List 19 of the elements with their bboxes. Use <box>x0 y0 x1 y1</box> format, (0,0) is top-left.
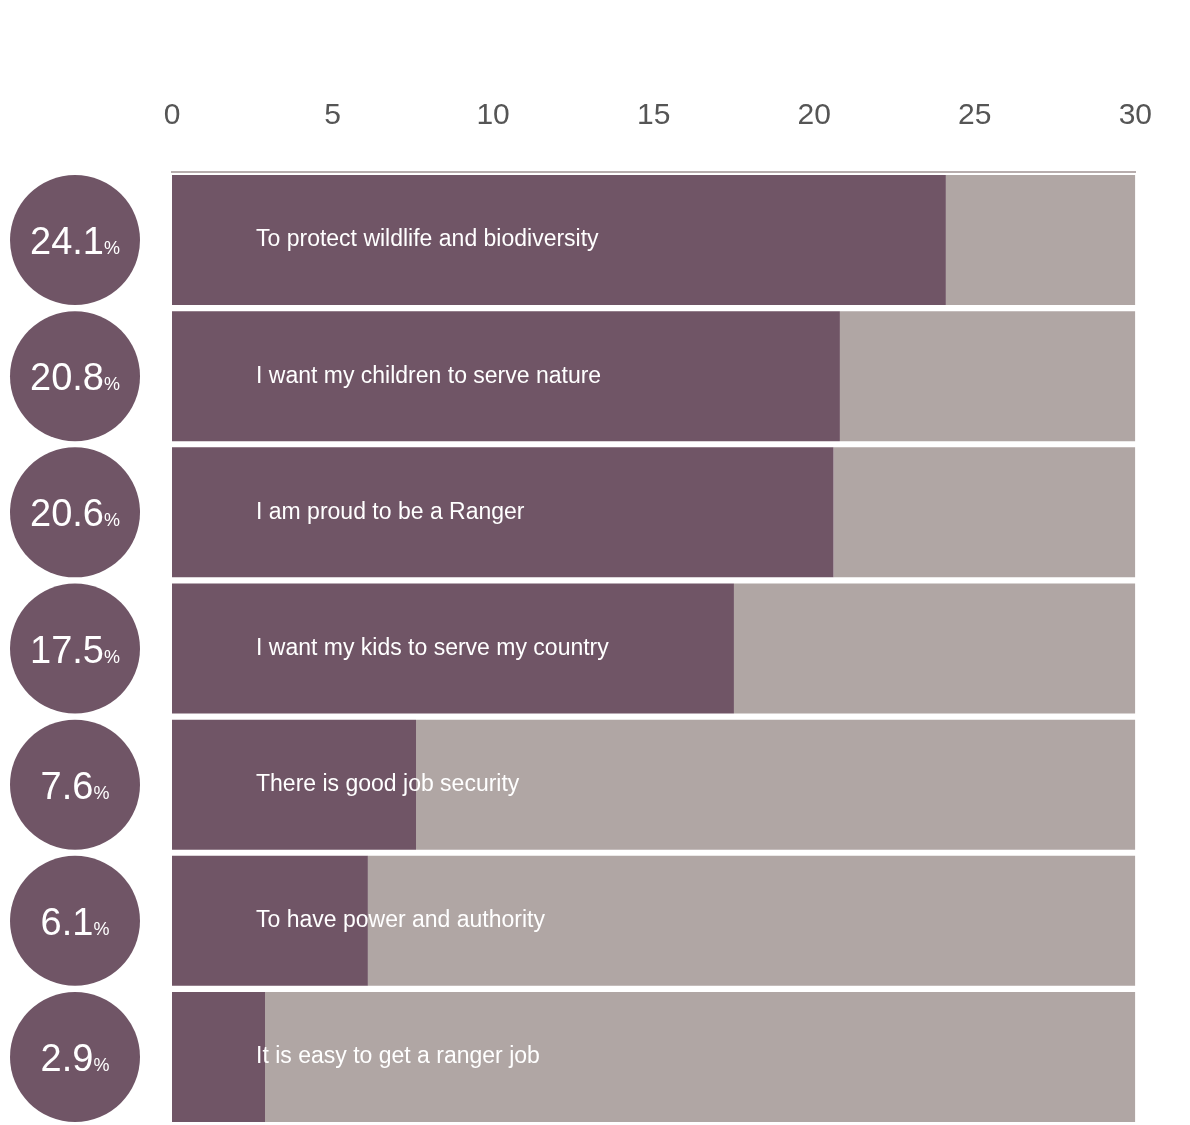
data-label: 24.1% <box>30 220 120 263</box>
y-tick-label: It is easy to get a ranger job <box>256 1042 540 1069</box>
x-tick-label: 15 <box>636 97 671 131</box>
x-tick-label: 30 <box>1118 97 1152 131</box>
data-label: 17.5% <box>30 628 120 671</box>
data-label: 20.8% <box>30 356 120 399</box>
x-tick-label: 5 <box>324 97 341 131</box>
data-label: 6.1% <box>40 900 110 943</box>
y-tick-label: I want my kids to serve my country <box>256 633 610 660</box>
y-tick-label: I am proud to be a Ranger <box>256 497 525 524</box>
y-tick-label: To protect wildlife and biodiversity <box>256 225 600 252</box>
x-tick-label: 0 <box>163 97 181 131</box>
data-label: 2.9% <box>40 1036 110 1079</box>
y-tick-label: I want my children to serve nature <box>256 361 602 388</box>
x-tick-label: 20 <box>797 97 831 131</box>
data-label: 7.6% <box>40 764 110 807</box>
x-tick-label: 10 <box>476 97 510 131</box>
x-tick-label: 25 <box>958 97 992 131</box>
data-label: 20.6% <box>30 492 120 535</box>
